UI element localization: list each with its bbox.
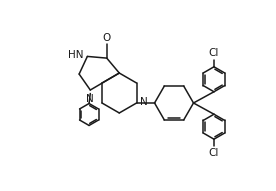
Text: Cl: Cl [209, 148, 219, 158]
Text: HN: HN [68, 50, 84, 60]
Text: N: N [86, 94, 94, 104]
Text: N: N [140, 97, 147, 108]
Text: O: O [103, 33, 111, 43]
Text: Cl: Cl [209, 48, 219, 58]
